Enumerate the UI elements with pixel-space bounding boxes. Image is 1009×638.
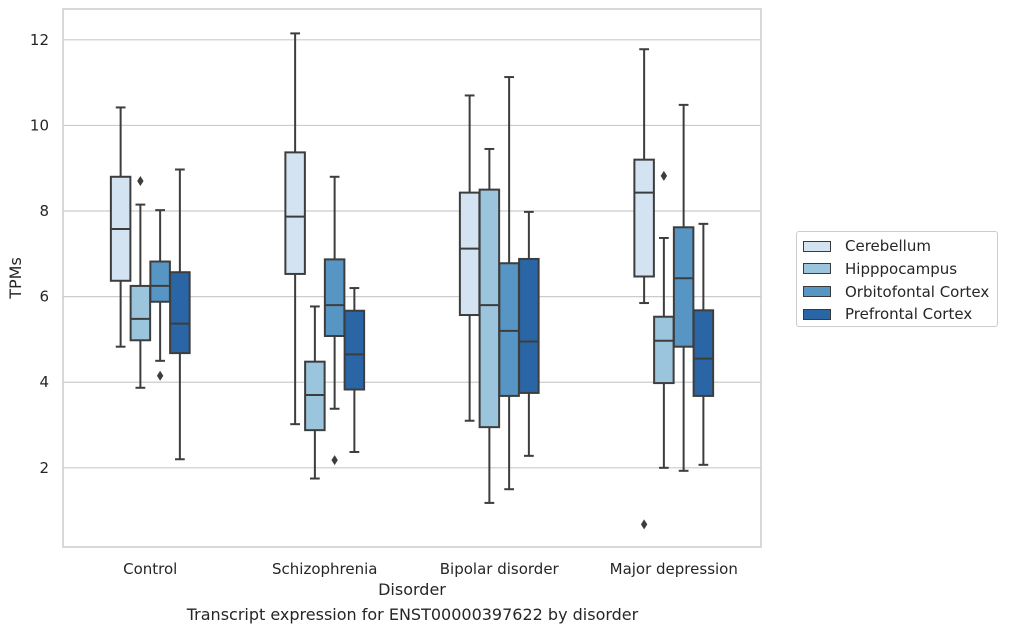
box bbox=[672, 226, 695, 348]
legend-label: Orbitofontal Cortex bbox=[845, 282, 990, 301]
legend-swatch bbox=[803, 286, 831, 298]
legend-item: Cerebellum bbox=[803, 236, 931, 256]
y-tick-label: 2 bbox=[39, 459, 49, 477]
x-tick-label: Bipolar disorder bbox=[440, 560, 560, 578]
box bbox=[478, 188, 501, 429]
box bbox=[323, 258, 346, 337]
legend-swatch bbox=[803, 308, 831, 320]
figure-caption: Transcript expression for ENST0000039762… bbox=[186, 605, 639, 624]
box bbox=[633, 158, 655, 278]
legend-swatch bbox=[803, 263, 831, 275]
series-cerebellum bbox=[109, 32, 655, 530]
y-tick-label: 10 bbox=[30, 116, 49, 134]
box bbox=[284, 151, 306, 275]
series-prefrontal-cortex bbox=[169, 168, 715, 466]
box bbox=[653, 315, 675, 385]
legend: Cerebellum Hipppocampus Orbitofontal Corte… bbox=[796, 231, 998, 327]
legend-label: Hipppocampus bbox=[845, 259, 958, 278]
y-tick-label: 6 bbox=[39, 288, 49, 306]
outlier-marker bbox=[331, 455, 338, 466]
box bbox=[692, 309, 715, 397]
legend-item: Orbitofontal Cortex bbox=[803, 282, 989, 302]
y-tick-label: 8 bbox=[39, 202, 49, 220]
legend-label: Prefrontal Cortex bbox=[845, 305, 973, 324]
box bbox=[518, 257, 540, 394]
outlier-marker bbox=[660, 170, 668, 181]
y-axis-label: TPMs bbox=[6, 257, 25, 300]
box bbox=[498, 262, 520, 397]
box bbox=[169, 271, 191, 355]
x-tick-label: Schizophrenia bbox=[272, 560, 377, 578]
plot-frame bbox=[62, 8, 762, 548]
series-orbitofontal-cortex bbox=[149, 76, 695, 491]
outlier-marker bbox=[640, 519, 648, 530]
x-tick-label: Control bbox=[123, 560, 177, 578]
box bbox=[129, 284, 152, 342]
x-axis-label: Disorder bbox=[378, 580, 446, 599]
box bbox=[343, 309, 366, 391]
x-tick-label: Major depression bbox=[610, 560, 738, 578]
y-tick-label: 12 bbox=[30, 31, 49, 49]
box bbox=[458, 191, 481, 317]
outlier-marker bbox=[156, 370, 164, 381]
legend-label: Cerebellum bbox=[845, 237, 931, 255]
y-tick-label: 4 bbox=[39, 373, 49, 391]
legend-swatch bbox=[803, 240, 831, 252]
box bbox=[149, 260, 171, 303]
series-hipppocampus bbox=[129, 147, 675, 504]
outlier-marker bbox=[137, 176, 144, 187]
legend-item: Prefrontal Cortex bbox=[803, 304, 972, 324]
legend-item: Hipppocampus bbox=[803, 259, 957, 279]
